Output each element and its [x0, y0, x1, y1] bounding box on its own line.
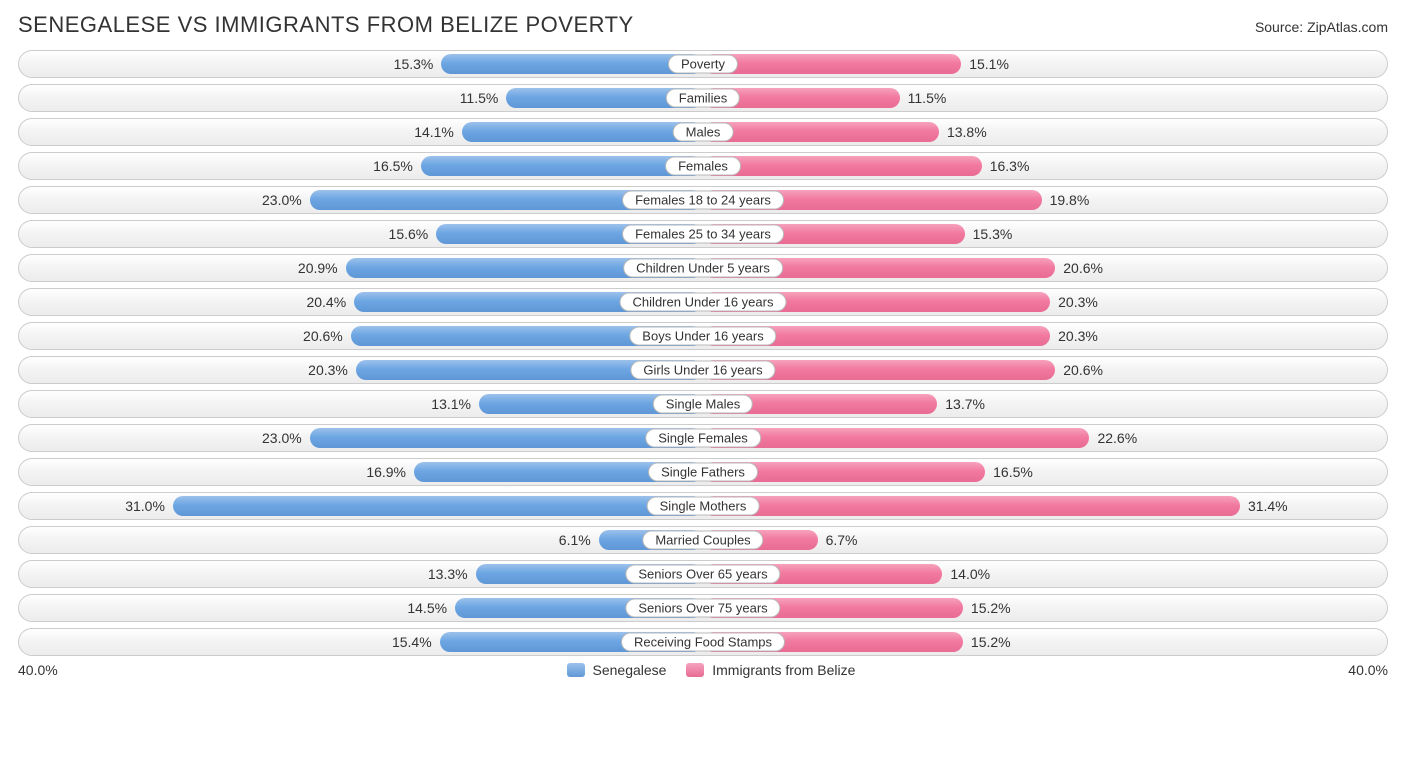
value-right: 16.3% [990, 158, 1030, 174]
chart-row: 14.5% 15.2% Seniors Over 75 years [18, 594, 1388, 622]
category-label: Single Females [645, 429, 761, 448]
category-label: Poverty [668, 55, 738, 74]
chart-legend: Senegalese Immigrants from Belize [58, 662, 1349, 678]
chart-row: 20.4% 20.3% Children Under 16 years [18, 288, 1388, 316]
chart-header: SENEGALESE VS IMMIGRANTS FROM BELIZE POV… [18, 12, 1388, 38]
value-left: 15.6% [389, 226, 429, 242]
value-right: 11.5% [908, 90, 947, 106]
chart-row: 23.0% 19.8% Females 18 to 24 years [18, 186, 1388, 214]
value-right: 15.2% [971, 634, 1011, 650]
category-label: Females 25 to 34 years [622, 225, 784, 244]
category-label: Males [673, 123, 734, 142]
value-left: 20.3% [308, 362, 348, 378]
bar-right [703, 54, 961, 74]
value-right: 20.3% [1058, 328, 1098, 344]
chart-row: 14.1% 13.8% Males [18, 118, 1388, 146]
value-left: 20.4% [306, 294, 346, 310]
chart-row: 20.3% 20.6% Girls Under 16 years [18, 356, 1388, 384]
value-right: 19.8% [1050, 192, 1090, 208]
category-label: Families [666, 89, 740, 108]
chart-row: 20.6% 20.3% Boys Under 16 years [18, 322, 1388, 350]
value-right: 14.0% [950, 566, 990, 582]
category-label: Single Mothers [647, 497, 760, 516]
value-left: 16.5% [373, 158, 413, 174]
value-left: 20.6% [303, 328, 343, 344]
chart-row: 16.9% 16.5% Single Fathers [18, 458, 1388, 486]
value-right: 16.5% [993, 464, 1033, 480]
value-left: 31.0% [125, 498, 165, 514]
value-right: 13.7% [945, 396, 985, 412]
legend-label-right: Immigrants from Belize [712, 662, 855, 678]
value-right: 13.8% [947, 124, 987, 140]
bar-left [421, 156, 703, 176]
category-label: Children Under 16 years [620, 293, 787, 312]
legend-label-left: Senegalese [593, 662, 667, 678]
category-label: Females 18 to 24 years [622, 191, 784, 210]
bar-right [703, 496, 1240, 516]
diverging-bar-chart: 15.3% 15.1% Poverty 11.5% 11.5% Families 14.1%… [18, 50, 1388, 656]
value-left: 13.1% [431, 396, 471, 412]
value-right: 15.3% [973, 226, 1013, 242]
bar-left [173, 496, 703, 516]
value-left: 23.0% [262, 430, 302, 446]
chart-title: SENEGALESE VS IMMIGRANTS FROM BELIZE POV… [18, 12, 634, 38]
value-right: 20.3% [1058, 294, 1098, 310]
value-right: 20.6% [1063, 260, 1103, 276]
chart-row: 6.1% 6.7% Married Couples [18, 526, 1388, 554]
value-right: 20.6% [1063, 362, 1103, 378]
value-right: 31.4% [1248, 498, 1288, 514]
value-left: 11.5% [460, 90, 499, 106]
chart-footer: 40.0% Senegalese Immigrants from Belize … [18, 662, 1388, 678]
chart-row: 15.4% 15.2% Receiving Food Stamps [18, 628, 1388, 656]
chart-row: 16.5% 16.3% Females [18, 152, 1388, 180]
value-left: 6.1% [559, 532, 591, 548]
chart-row: 13.3% 14.0% Seniors Over 65 years [18, 560, 1388, 588]
bar-left [441, 54, 703, 74]
value-left: 15.4% [392, 634, 432, 650]
value-left: 15.3% [394, 56, 434, 72]
bar-left [310, 428, 703, 448]
legend-swatch-right [686, 663, 704, 677]
category-label: Girls Under 16 years [630, 361, 775, 380]
chart-row: 13.1% 13.7% Single Males [18, 390, 1388, 418]
chart-source: Source: ZipAtlas.com [1255, 19, 1388, 35]
category-label: Females [665, 157, 741, 176]
category-label: Receiving Food Stamps [621, 633, 785, 652]
value-right: 22.6% [1097, 430, 1137, 446]
value-left: 20.9% [298, 260, 338, 276]
chart-row: 20.9% 20.6% Children Under 5 years [18, 254, 1388, 282]
value-left: 14.5% [407, 600, 447, 616]
category-label: Boys Under 16 years [629, 327, 776, 346]
bar-right [703, 428, 1089, 448]
bar-left [462, 122, 703, 142]
value-left: 23.0% [262, 192, 302, 208]
legend-swatch-left [567, 663, 585, 677]
category-label: Single Fathers [648, 463, 758, 482]
category-label: Single Males [653, 395, 753, 414]
category-label: Seniors Over 75 years [625, 599, 780, 618]
value-left: 13.3% [428, 566, 468, 582]
chart-row: 23.0% 22.6% Single Females [18, 424, 1388, 452]
bar-right [703, 156, 982, 176]
value-right: 15.1% [969, 56, 1009, 72]
chart-row: 11.5% 11.5% Families [18, 84, 1388, 112]
chart-row: 31.0% 31.4% Single Mothers [18, 492, 1388, 520]
category-label: Married Couples [642, 531, 763, 550]
axis-max-left: 40.0% [18, 662, 58, 678]
value-right: 6.7% [826, 532, 858, 548]
value-left: 16.9% [366, 464, 406, 480]
bar-right [703, 122, 939, 142]
category-label: Children Under 5 years [623, 259, 783, 278]
chart-row: 15.3% 15.1% Poverty [18, 50, 1388, 78]
category-label: Seniors Over 65 years [625, 565, 780, 584]
chart-row: 15.6% 15.3% Females 25 to 34 years [18, 220, 1388, 248]
value-right: 15.2% [971, 600, 1011, 616]
value-left: 14.1% [414, 124, 454, 140]
axis-max-right: 40.0% [1348, 662, 1388, 678]
